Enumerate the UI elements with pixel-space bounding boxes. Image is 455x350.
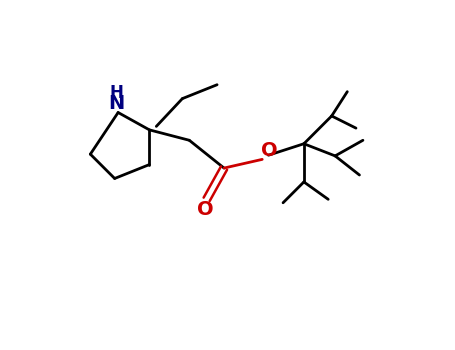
Text: H: H xyxy=(110,84,123,103)
Text: O: O xyxy=(261,141,278,160)
Text: O: O xyxy=(197,200,213,219)
Text: N: N xyxy=(108,94,125,113)
